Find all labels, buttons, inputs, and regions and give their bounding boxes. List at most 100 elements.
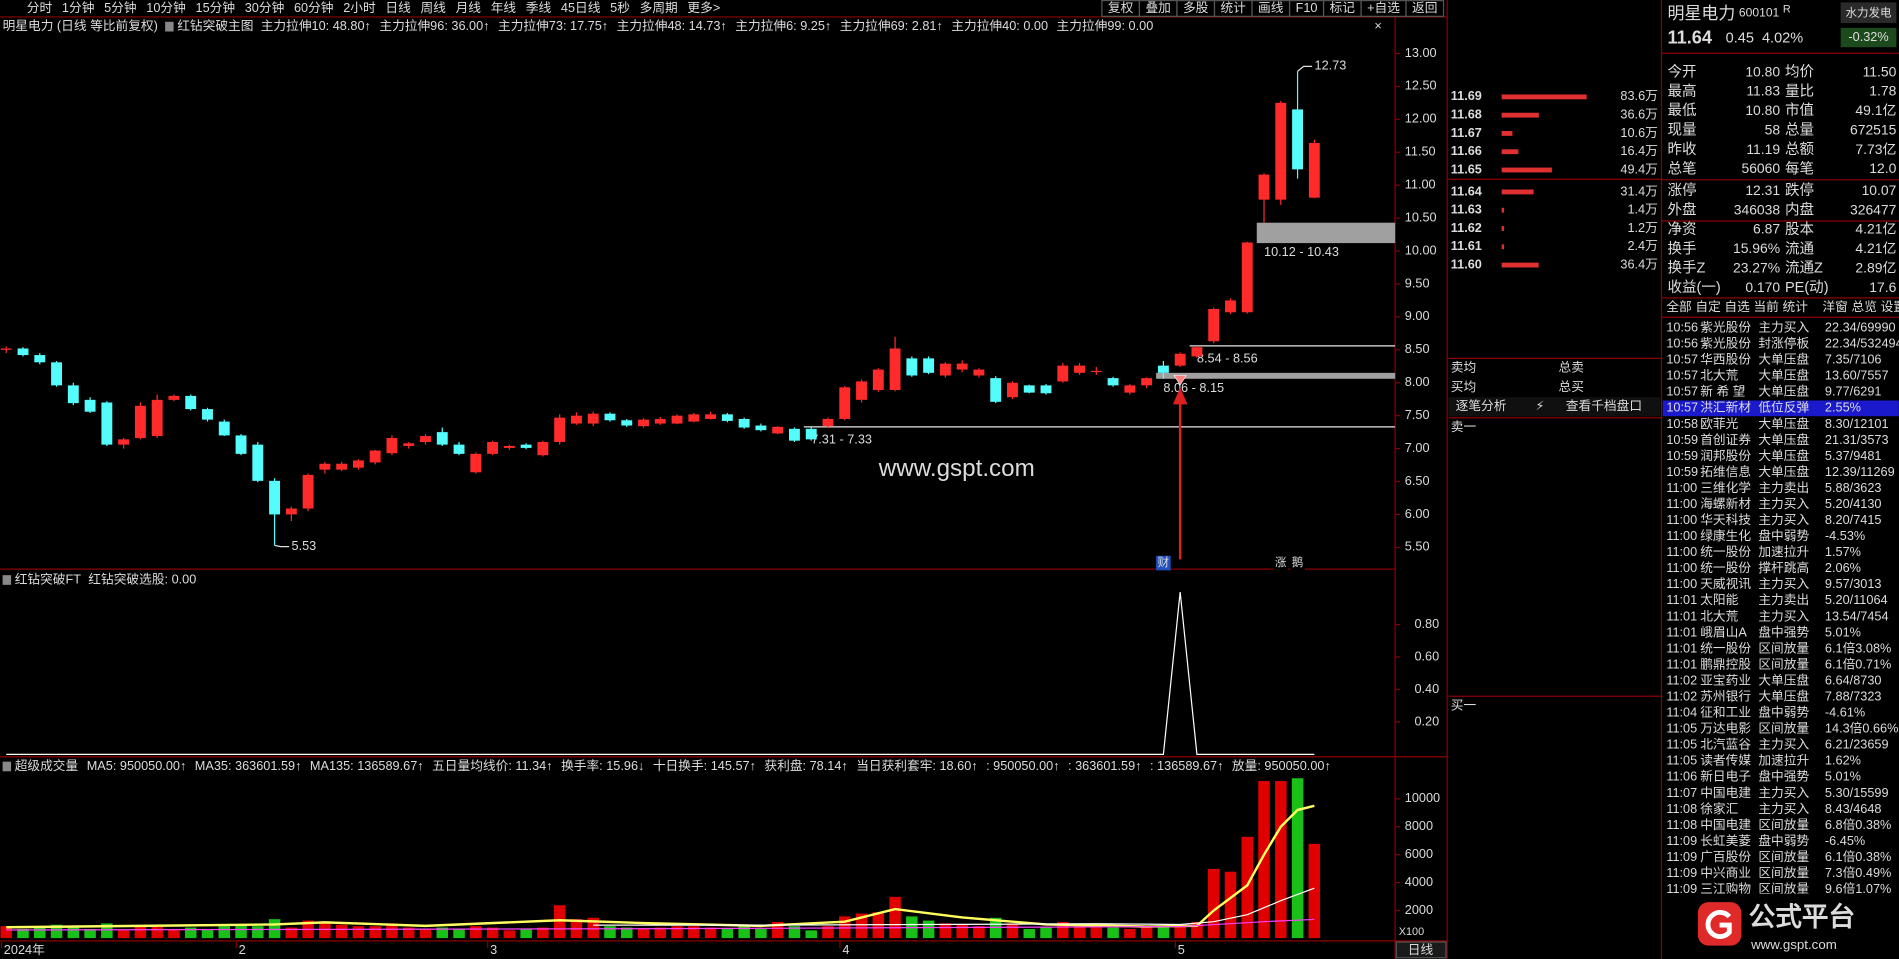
radar-stock[interactable]: 万达电影 bbox=[1700, 721, 1751, 736]
radar-time[interactable]: 10:57 bbox=[1666, 400, 1698, 415]
book-tab[interactable]: 逐笔分析 bbox=[1456, 398, 1507, 413]
radar-stock[interactable]: 紫光股份 bbox=[1700, 336, 1751, 351]
radar-stock[interactable]: 华西股份 bbox=[1700, 352, 1751, 367]
period-tab[interactable]: 5分钟 bbox=[104, 0, 136, 15]
radar-stock[interactable]: 苏州银行 bbox=[1700, 689, 1751, 704]
radar-tab[interactable]: 自选 bbox=[1724, 299, 1750, 314]
radar-time[interactable]: 10:59 bbox=[1666, 464, 1698, 479]
sector-name[interactable]: 水力发电 bbox=[1846, 5, 1892, 19]
radar-time[interactable]: 10:57 bbox=[1666, 352, 1698, 367]
period-tab[interactable]: 分时 bbox=[27, 0, 53, 15]
radar-stock[interactable]: 拓维信息 bbox=[1700, 464, 1751, 479]
radar-time[interactable]: 10:58 bbox=[1666, 416, 1698, 431]
period-tab[interactable]: 年线 bbox=[491, 0, 517, 15]
period-label[interactable]: 日线 bbox=[1408, 942, 1434, 957]
period-tab[interactable]: 月线 bbox=[456, 0, 482, 15]
radar-time[interactable]: 11:01 bbox=[1666, 592, 1697, 607]
radar-time[interactable]: 11:00 bbox=[1666, 512, 1697, 527]
period-tab[interactable]: 2小时 bbox=[343, 0, 376, 15]
radar-stock[interactable]: 长虹美菱 bbox=[1700, 833, 1751, 848]
radar-time[interactable]: 11:00 bbox=[1666, 560, 1697, 575]
radar-time[interactable]: 11:01 bbox=[1666, 656, 1697, 671]
period-tab[interactable]: 5秒 bbox=[610, 0, 630, 15]
radar-time[interactable]: 11:00 bbox=[1666, 576, 1697, 591]
radar-time[interactable]: 11:08 bbox=[1666, 817, 1697, 832]
radar-time[interactable]: 11:06 bbox=[1666, 769, 1697, 784]
radar-stock[interactable]: 鹏鼎控股 bbox=[1700, 656, 1751, 671]
period-tab[interactable]: 日线 bbox=[385, 0, 411, 15]
radar-tab[interactable]: 总览 bbox=[1852, 299, 1877, 314]
radar-stock[interactable]: 三江购物 bbox=[1700, 881, 1751, 896]
radar-stock[interactable]: 首创证券 bbox=[1700, 432, 1751, 447]
radar-time[interactable]: 11:09 bbox=[1666, 881, 1697, 896]
radar-stock[interactable]: 润邦股份 bbox=[1700, 448, 1751, 463]
radar-stock[interactable]: 北汽蓝谷 bbox=[1700, 737, 1751, 752]
period-tab[interactable]: 15分钟 bbox=[196, 0, 236, 15]
radar-time[interactable]: 11:01 bbox=[1666, 640, 1697, 655]
radar-time[interactable]: 11:09 bbox=[1666, 833, 1697, 848]
radar-stock[interactable]: 广百股份 bbox=[1700, 849, 1751, 864]
radar-time[interactable]: 11:05 bbox=[1666, 753, 1697, 768]
book-tab[interactable]: 查看千档盘口 bbox=[1566, 398, 1642, 413]
radar-time[interactable]: 11:00 bbox=[1666, 528, 1697, 543]
radar-stock[interactable]: 统一股份 bbox=[1700, 544, 1751, 559]
radar-stock[interactable]: 绿康生化 bbox=[1700, 528, 1751, 543]
radar-stock[interactable]: 读者传媒 bbox=[1700, 753, 1751, 768]
radar-time[interactable]: 11:07 bbox=[1666, 785, 1697, 800]
toolbar-button[interactable]: 统计 bbox=[1221, 0, 1247, 15]
radar-tab[interactable]: 自定 bbox=[1695, 299, 1721, 314]
period-tab[interactable]: 30分钟 bbox=[245, 0, 285, 15]
radar-stock[interactable]: 天威视讯 bbox=[1700, 576, 1751, 591]
toolbar-button[interactable]: 多股 bbox=[1183, 0, 1209, 15]
period-tab[interactable]: 10分钟 bbox=[146, 0, 186, 15]
radar-time[interactable]: 11:00 bbox=[1666, 480, 1697, 495]
radar-stock[interactable]: 统一股份 bbox=[1700, 560, 1751, 575]
radar-stock[interactable]: 洪汇新材 bbox=[1700, 400, 1751, 415]
radar-stock[interactable]: 北大荒 bbox=[1700, 368, 1738, 383]
radar-stock[interactable]: 北大荒 bbox=[1700, 608, 1738, 623]
radar-stock[interactable]: 新 希 望 bbox=[1700, 384, 1745, 399]
radar-stock[interactable]: 中国电建 bbox=[1700, 785, 1751, 800]
radar-time[interactable]: 10:57 bbox=[1666, 384, 1698, 399]
radar-time[interactable]: 11:05 bbox=[1666, 737, 1697, 752]
radar-time[interactable]: 11:00 bbox=[1666, 496, 1697, 511]
radar-stock[interactable]: 徐家汇 bbox=[1700, 801, 1738, 816]
period-tab[interactable]: 1分钟 bbox=[62, 0, 94, 15]
radar-time[interactable]: 10:57 bbox=[1666, 368, 1698, 383]
toolbar-button[interactable]: 返回 bbox=[1412, 0, 1437, 15]
radar-time[interactable]: 11:09 bbox=[1666, 849, 1697, 864]
radar-stock[interactable]: 中国电建 bbox=[1700, 817, 1751, 832]
radar-stock[interactable]: 统一股份 bbox=[1700, 640, 1751, 655]
period-tab[interactable]: 季线 bbox=[526, 0, 552, 15]
period-tab[interactable]: 60分钟 bbox=[294, 0, 334, 15]
radar-time[interactable]: 11:05 bbox=[1666, 721, 1697, 736]
radar-time[interactable]: 11:00 bbox=[1666, 544, 1697, 559]
period-tab[interactable]: 45日线 bbox=[561, 0, 601, 15]
radar-stock[interactable]: 征和工业 bbox=[1700, 705, 1751, 720]
radar-stock[interactable]: 海螺新材 bbox=[1700, 496, 1751, 511]
radar-time[interactable]: 11:01 bbox=[1666, 624, 1697, 639]
radar-stock[interactable]: 中兴商业 bbox=[1700, 865, 1751, 880]
radar-stock[interactable]: 三维化学 bbox=[1700, 480, 1751, 495]
close-button[interactable]: × bbox=[1374, 18, 1381, 33]
period-tab[interactable]: 多周期 bbox=[640, 0, 678, 15]
toolbar-button[interactable]: +自选 bbox=[1367, 0, 1400, 15]
toolbar-button[interactable]: 画线 bbox=[1258, 0, 1284, 15]
toolbar-button[interactable]: F10 bbox=[1296, 0, 1318, 15]
radar-stock[interactable]: 太阳能 bbox=[1700, 592, 1738, 607]
radar-tab[interactable]: 统计 bbox=[1783, 299, 1809, 314]
radar-time[interactable]: 11:02 bbox=[1666, 689, 1697, 704]
radar-time[interactable]: 11:01 bbox=[1666, 608, 1697, 623]
radar-time[interactable]: 10:56 bbox=[1666, 320, 1698, 335]
radar-time[interactable]: 11:02 bbox=[1666, 672, 1697, 687]
radar-time[interactable]: 11:09 bbox=[1666, 865, 1697, 880]
radar-tab[interactable]: 设置 bbox=[1881, 299, 1899, 314]
radar-time[interactable]: 10:59 bbox=[1666, 448, 1698, 463]
radar-time[interactable]: 11:08 bbox=[1666, 801, 1697, 816]
radar-stock[interactable]: 华天科技 bbox=[1700, 512, 1751, 527]
radar-tab[interactable]: 洋窗 bbox=[1822, 299, 1847, 314]
toolbar-button[interactable]: 标记 bbox=[1330, 0, 1356, 15]
radar-tab[interactable]: 全部 bbox=[1666, 299, 1692, 314]
period-tab[interactable]: 更多> bbox=[687, 0, 720, 15]
radar-time[interactable]: 10:56 bbox=[1666, 336, 1698, 351]
